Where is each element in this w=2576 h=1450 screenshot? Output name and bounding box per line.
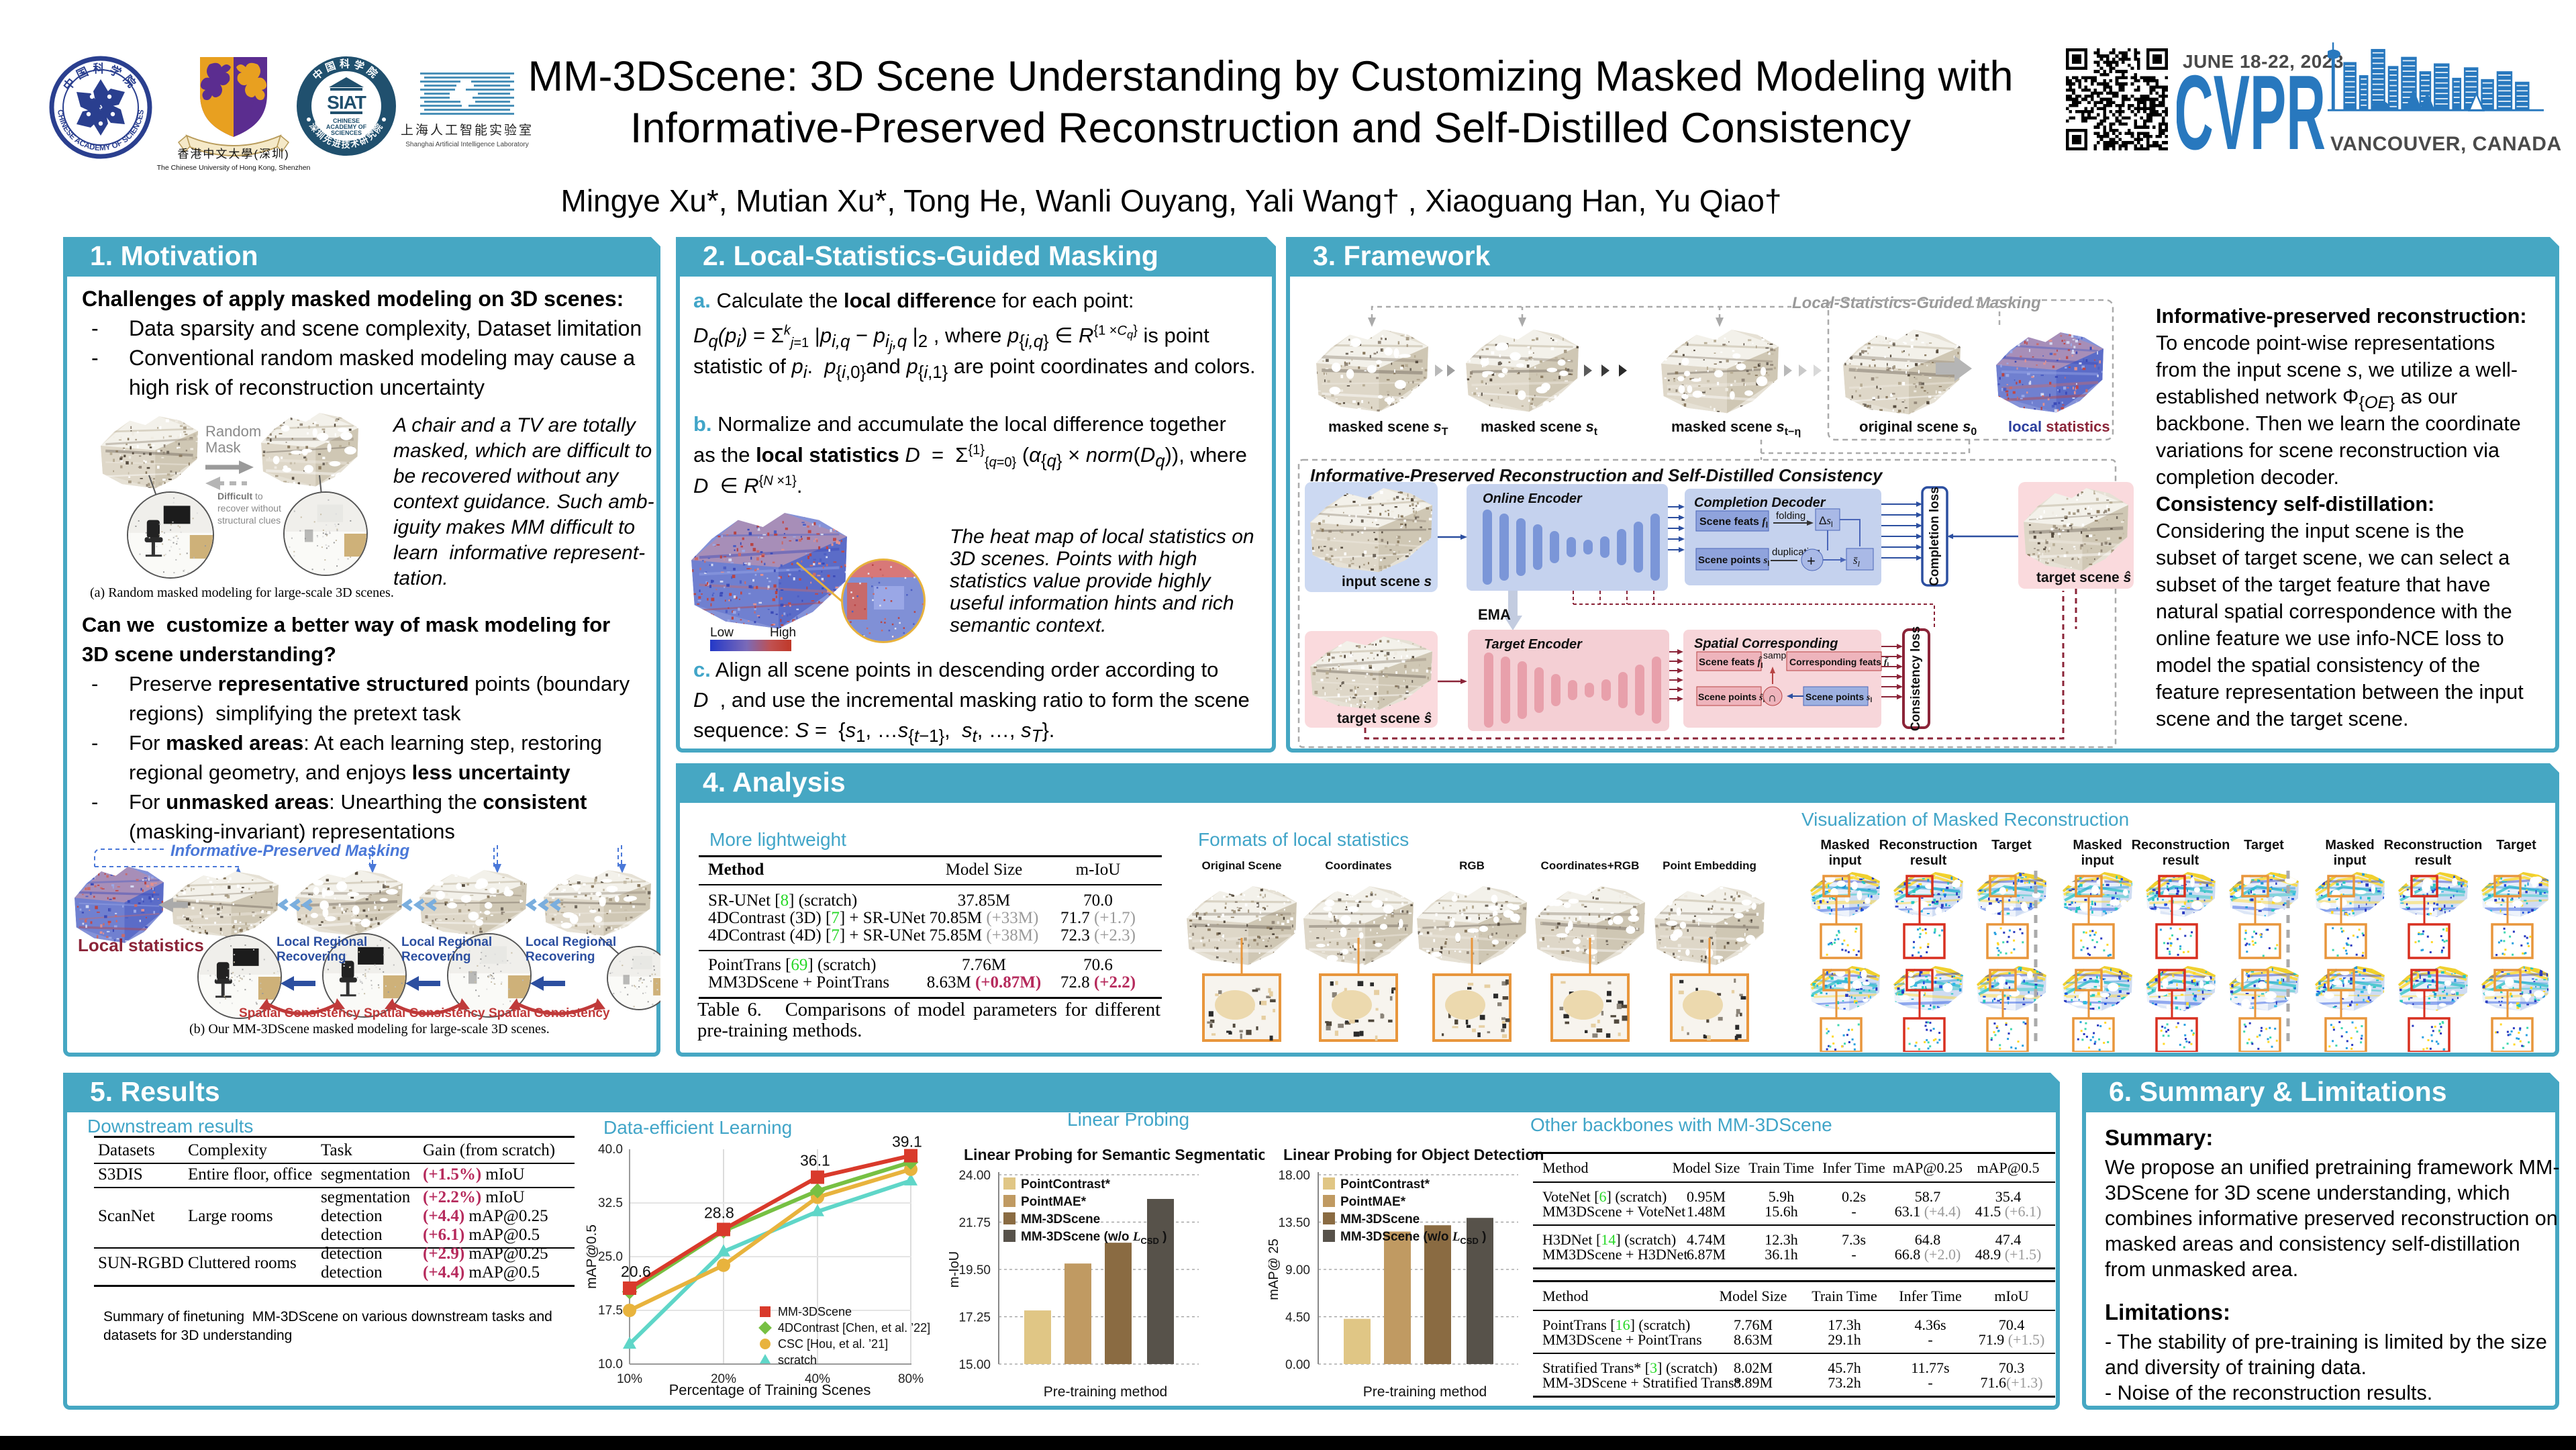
svg-text:input scene s: input scene s [1342, 574, 1432, 589]
svg-text:∩: ∩ [1768, 691, 1777, 704]
svg-text:masked scene st: masked scene st [1481, 418, 1598, 438]
svg-text:masked scene sT: masked scene sT [1328, 418, 1448, 438]
svg-text:EMA: EMA [1478, 606, 1511, 623]
svg-text:Local Regional: Local Regional [526, 935, 616, 949]
svg-text:High: High [770, 626, 796, 640]
svg-text:Completion Decoder: Completion Decoder [1694, 495, 1826, 510]
svg-text:s̄l: s̄l [1853, 554, 1861, 569]
svg-text:Online Encoder: Online Encoder [1483, 491, 1583, 506]
svg-text:Masked: Masked [1820, 838, 1869, 853]
svg-text:Coordinates: Coordinates [1325, 859, 1391, 872]
svg-text:Recovering: Recovering [526, 950, 595, 964]
svg-text:SCIENCES: SCIENCES [331, 130, 362, 136]
svg-text:Shanghai Artificial Intelligen: Shanghai Artificial Intelligence Laborat… [405, 141, 528, 148]
svg-text:folding: folding [1776, 510, 1805, 522]
svg-text:Local Regional: Local Regional [277, 935, 367, 949]
svg-text:Local statistics: Local statistics [78, 935, 204, 955]
svg-text:The Chinese University of Hong: The Chinese University of Hong Kong, She… [157, 164, 311, 172]
svg-text:Local Regional: Local Regional [401, 935, 492, 949]
svg-text:Low: Low [710, 626, 734, 640]
svg-text:Scene points sl: Scene points sl [1698, 554, 1769, 568]
svg-text:masked scene st−η: masked scene st−η [1671, 418, 1801, 438]
svg-text:original scene s0: original scene s0 [1859, 418, 1977, 438]
svg-text:CVPR: CVPR [2177, 70, 2326, 156]
svg-text:Scene points ŝl: Scene points ŝl [1698, 691, 1765, 704]
svg-text:Consistency loss: Consistency loss [1909, 626, 1923, 731]
svg-text:Reconstruction: Reconstruction [1879, 838, 1978, 853]
svg-text:上海人工智能实验室: 上海人工智能实验室 [401, 123, 534, 138]
svg-text:Spatial Consistency: Spatial Consistency [239, 1006, 360, 1020]
svg-text:Point Embedding: Point Embedding [1663, 859, 1756, 872]
svg-text:CHINESE: CHINESE [333, 117, 360, 124]
svg-text:+: + [1807, 552, 1816, 569]
svg-text:Corresponding feats f̃l: Corresponding feats f̃l [1789, 656, 1889, 669]
svg-text:target scene ŝ: target scene ŝ [2036, 570, 2131, 585]
svg-text:Random: Random [205, 423, 261, 440]
svg-text:SIAT: SIAT [327, 92, 366, 113]
svg-text:Recovering: Recovering [401, 950, 470, 964]
svg-text:Original Scene: Original Scene [1201, 859, 1281, 872]
svg-text:RGB: RGB [1459, 859, 1485, 872]
svg-text:ACADEMY OF: ACADEMY OF [326, 124, 367, 130]
svg-text:input: input [1829, 853, 1862, 868]
svg-text:Scene points sl: Scene points sl [1805, 691, 1872, 704]
svg-text:Scene feats f̂l: Scene feats f̂l [1699, 656, 1763, 670]
svg-text:result: result [1910, 853, 1947, 868]
svg-text:target scene ŝ: target scene ŝ [1337, 711, 1432, 726]
svg-text:structural clues: structural clues [217, 515, 281, 526]
svg-text:local statistics: local statistics [2008, 418, 2110, 435]
svg-text:Spatial Consistency: Spatial Consistency [489, 1006, 610, 1020]
svg-text:Local-Statistics-Guided Maskin: Local-Statistics-Guided Masking [1792, 294, 2041, 312]
svg-text:recover without: recover without [217, 503, 281, 514]
svg-text:Recovering: Recovering [277, 950, 346, 964]
svg-text:Target Encoder: Target Encoder [1484, 637, 1583, 652]
svg-text:Spatial Corresponding: Spatial Corresponding [1694, 636, 1838, 651]
svg-text:香港中文大學(深圳): 香港中文大學(深圳) [177, 148, 289, 160]
svg-text:Scene feats fl: Scene feats fl [1699, 516, 1768, 530]
svg-text:Coordinates+RGB: Coordinates+RGB [1541, 859, 1640, 872]
svg-text:Δsl: Δsl [1819, 514, 1833, 529]
svg-text:Informative-Preserved Masking: Informative-Preserved Masking [170, 842, 409, 860]
svg-text:Difficult to: Difficult to [217, 491, 263, 501]
svg-text:Mask: Mask [205, 439, 242, 456]
svg-text:Completion loss: Completion loss [1928, 487, 1942, 586]
svg-text:Spatial Consistency: Spatial Consistency [364, 1006, 485, 1020]
